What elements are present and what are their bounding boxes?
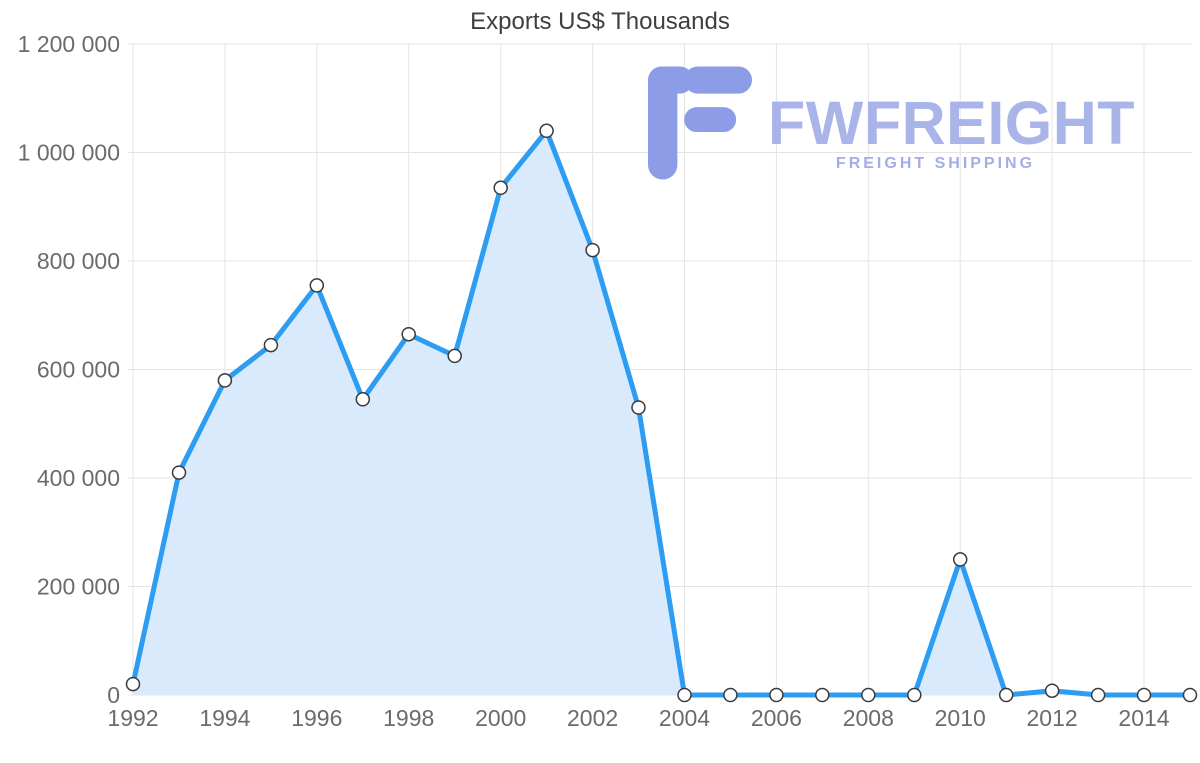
x-tick-label: 1992 <box>107 705 158 731</box>
x-tick-label: 2014 <box>1118 705 1169 731</box>
data-point[interactable] <box>217 373 233 388</box>
data-points <box>125 123 1198 703</box>
series-area-fill <box>133 130 1190 696</box>
data-point[interactable] <box>861 687 876 703</box>
x-tick-label: 2004 <box>659 705 710 731</box>
data-point[interactable] <box>1044 683 1060 698</box>
x-tick-label: 2008 <box>843 705 894 731</box>
data-point[interactable] <box>1182 687 1198 703</box>
y-axis-labels: 0 200 000 400 000 600 000 800 000 1 000 000 1 … <box>18 31 120 708</box>
y-tick-label: 0 <box>107 682 120 708</box>
data-point[interactable] <box>585 242 600 258</box>
data-point[interactable] <box>539 123 554 139</box>
data-point[interactable] <box>952 552 968 567</box>
x-tick-label: 2002 <box>567 705 618 731</box>
data-point[interactable] <box>309 278 325 293</box>
data-point[interactable] <box>1136 687 1152 703</box>
data-point[interactable] <box>1090 687 1106 703</box>
data-point[interactable] <box>171 465 187 480</box>
x-axis-labels: 1992 1994 1996 1998 2000 2002 2004 2006 2008 2010… <box>107 705 1169 731</box>
x-tick-label: 1996 <box>291 705 342 731</box>
data-point[interactable] <box>769 687 784 703</box>
chart-title: Exports US$ Thousands <box>470 8 730 35</box>
y-tick-label: 800 000 <box>37 248 120 274</box>
x-tick-label: 2006 <box>751 705 802 731</box>
x-tick-label: 1998 <box>383 705 434 731</box>
data-point[interactable] <box>815 687 830 703</box>
y-tick-label: 200 000 <box>37 574 120 600</box>
data-point[interactable] <box>631 400 646 415</box>
data-point[interactable] <box>723 687 738 703</box>
x-tick-label: 1994 <box>199 705 250 731</box>
data-point[interactable] <box>998 687 1014 703</box>
data-point[interactable] <box>493 180 508 196</box>
y-tick-label: 1 000 000 <box>18 140 120 166</box>
data-point[interactable] <box>447 348 462 364</box>
data-point[interactable] <box>401 326 416 342</box>
data-point[interactable] <box>907 687 922 703</box>
data-point[interactable] <box>263 337 279 353</box>
y-tick-label: 400 000 <box>37 465 120 491</box>
x-tick-label: 2012 <box>1027 705 1078 731</box>
x-tick-label: 2010 <box>935 705 986 731</box>
y-tick-label: 600 000 <box>37 357 120 383</box>
x-tick-label: 2000 <box>475 705 526 731</box>
data-point[interactable] <box>677 687 692 703</box>
y-tick-label: 1 200 000 <box>18 31 120 57</box>
series-line <box>130 128 1193 698</box>
data-point[interactable] <box>355 392 371 407</box>
data-point[interactable] <box>125 676 141 692</box>
